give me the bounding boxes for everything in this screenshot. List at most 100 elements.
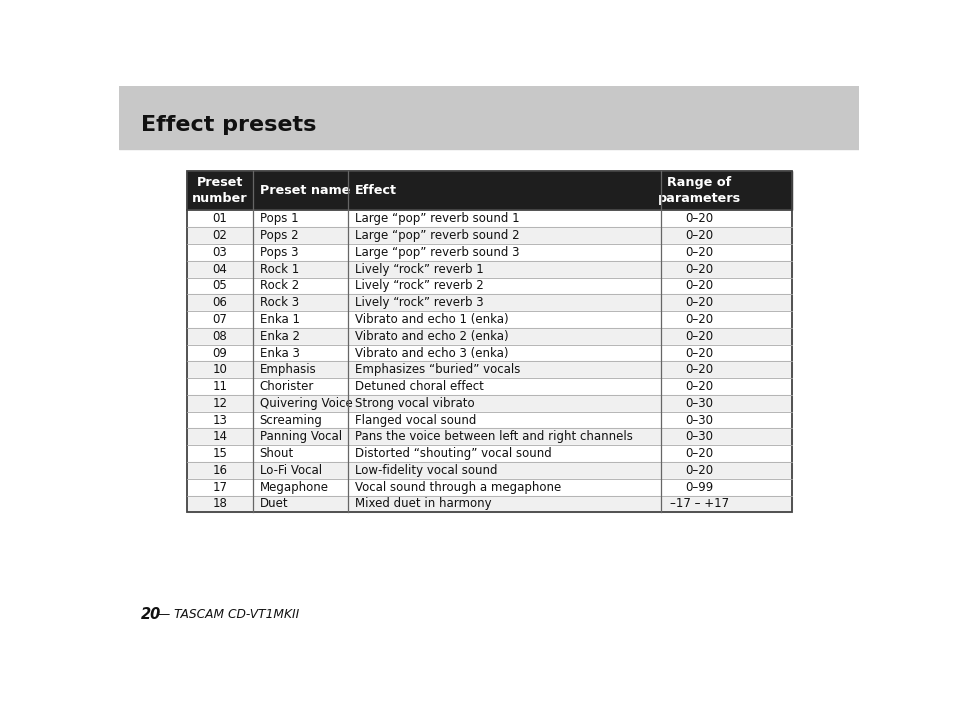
Bar: [187, 311, 791, 328]
Bar: [187, 428, 791, 446]
Text: 0–20: 0–20: [685, 330, 713, 343]
Text: 0–20: 0–20: [685, 279, 713, 293]
Bar: [187, 278, 791, 294]
Text: Enka 3: Enka 3: [259, 346, 299, 360]
Text: Pops 3: Pops 3: [259, 246, 297, 259]
Bar: [187, 171, 791, 211]
Text: 0–20: 0–20: [685, 212, 713, 226]
Text: — TASCAM CD-VT1MKII: — TASCAM CD-VT1MKII: [158, 608, 299, 621]
Text: 0–30: 0–30: [685, 397, 713, 410]
Text: Emphasis: Emphasis: [259, 363, 316, 376]
Bar: [187, 294, 791, 311]
Text: Rock 3: Rock 3: [259, 296, 298, 309]
Text: Lively “rock” reverb 2: Lively “rock” reverb 2: [355, 279, 483, 293]
Text: Pops 2: Pops 2: [259, 229, 298, 242]
Text: Rock 1: Rock 1: [259, 263, 298, 276]
Text: Pops 1: Pops 1: [259, 212, 298, 226]
Text: Large “pop” reverb sound 2: Large “pop” reverb sound 2: [355, 229, 519, 242]
Text: Screaming: Screaming: [259, 413, 322, 426]
Text: 08: 08: [213, 330, 227, 343]
Text: Enka 1: Enka 1: [259, 313, 299, 326]
Bar: [187, 345, 791, 361]
Text: –17 – +17: –17 – +17: [669, 498, 728, 511]
Bar: [187, 496, 791, 513]
Bar: [187, 462, 791, 479]
Text: 13: 13: [213, 413, 227, 426]
Text: 11: 11: [213, 380, 227, 393]
Text: 0–20: 0–20: [685, 464, 713, 477]
Text: Shout: Shout: [259, 447, 294, 460]
Text: 07: 07: [213, 313, 227, 326]
Text: Lo-Fi Vocal: Lo-Fi Vocal: [259, 464, 321, 477]
Bar: [187, 479, 791, 496]
Text: 20: 20: [141, 607, 161, 622]
Bar: [187, 227, 791, 244]
Text: Flanged vocal sound: Flanged vocal sound: [355, 413, 476, 426]
Bar: [187, 378, 791, 395]
Bar: [187, 395, 791, 412]
Bar: [187, 412, 791, 428]
Text: Chorister: Chorister: [259, 380, 314, 393]
Text: Emphasizes “buried” vocals: Emphasizes “buried” vocals: [355, 363, 520, 376]
Text: Vibrato and echo 2 (enka): Vibrato and echo 2 (enka): [355, 330, 508, 343]
Text: 0–20: 0–20: [685, 363, 713, 376]
Text: 17: 17: [213, 481, 227, 493]
Text: 0–30: 0–30: [685, 431, 713, 443]
Text: Lively “rock” reverb 1: Lively “rock” reverb 1: [355, 263, 483, 276]
Text: Effect: Effect: [355, 184, 396, 197]
Text: 01: 01: [213, 212, 227, 226]
Text: 18: 18: [213, 498, 227, 511]
Text: Duet: Duet: [259, 498, 288, 511]
Text: Vibrato and echo 1 (enka): Vibrato and echo 1 (enka): [355, 313, 508, 326]
Text: Lively “rock” reverb 3: Lively “rock” reverb 3: [355, 296, 483, 309]
Text: 09: 09: [213, 346, 227, 360]
Text: Distorted “shouting” vocal sound: Distorted “shouting” vocal sound: [355, 447, 551, 460]
Text: Vocal sound through a megaphone: Vocal sound through a megaphone: [355, 481, 560, 493]
Bar: [187, 446, 791, 462]
Bar: [187, 261, 791, 278]
Text: 10: 10: [213, 363, 227, 376]
Text: 16: 16: [213, 464, 227, 477]
Text: Quivering Voice: Quivering Voice: [259, 397, 352, 410]
Text: 0–20: 0–20: [685, 246, 713, 259]
Text: Preset
number: Preset number: [192, 176, 248, 205]
Bar: [119, 86, 858, 149]
Bar: [187, 171, 791, 513]
Text: 0–30: 0–30: [685, 413, 713, 426]
Text: Strong vocal vibrato: Strong vocal vibrato: [355, 397, 475, 410]
Text: Mixed duet in harmony: Mixed duet in harmony: [355, 498, 491, 511]
Text: 03: 03: [213, 246, 227, 259]
Text: 0–20: 0–20: [685, 296, 713, 309]
Bar: [187, 328, 791, 345]
Text: 0–20: 0–20: [685, 313, 713, 326]
Text: Low-fidelity vocal sound: Low-fidelity vocal sound: [355, 464, 497, 477]
Text: 15: 15: [213, 447, 227, 460]
Bar: [187, 244, 791, 261]
Text: Panning Vocal: Panning Vocal: [259, 431, 341, 443]
Text: Enka 2: Enka 2: [259, 330, 299, 343]
Text: 02: 02: [213, 229, 227, 242]
Text: 0–20: 0–20: [685, 229, 713, 242]
Text: 14: 14: [213, 431, 227, 443]
Text: Vibrato and echo 3 (enka): Vibrato and echo 3 (enka): [355, 346, 508, 360]
Text: Pans the voice between left and right channels: Pans the voice between left and right ch…: [355, 431, 633, 443]
Text: 04: 04: [213, 263, 227, 276]
Text: Detuned choral effect: Detuned choral effect: [355, 380, 483, 393]
Text: Range of
parameters: Range of parameters: [658, 176, 740, 205]
Text: Effect presets: Effect presets: [141, 115, 316, 135]
Bar: [187, 211, 791, 227]
Text: 06: 06: [213, 296, 227, 309]
Text: 0–20: 0–20: [685, 447, 713, 460]
Text: Rock 2: Rock 2: [259, 279, 298, 293]
Text: Large “pop” reverb sound 3: Large “pop” reverb sound 3: [355, 246, 519, 259]
Text: 0–20: 0–20: [685, 263, 713, 276]
Text: 05: 05: [213, 279, 227, 293]
Text: 0–20: 0–20: [685, 346, 713, 360]
Text: Large “pop” reverb sound 1: Large “pop” reverb sound 1: [355, 212, 519, 226]
Text: Megaphone: Megaphone: [259, 481, 328, 493]
Text: 0–20: 0–20: [685, 380, 713, 393]
Text: 0–99: 0–99: [684, 481, 713, 493]
Text: Preset name: Preset name: [259, 184, 350, 197]
Bar: [187, 361, 791, 378]
Text: 12: 12: [213, 397, 227, 410]
